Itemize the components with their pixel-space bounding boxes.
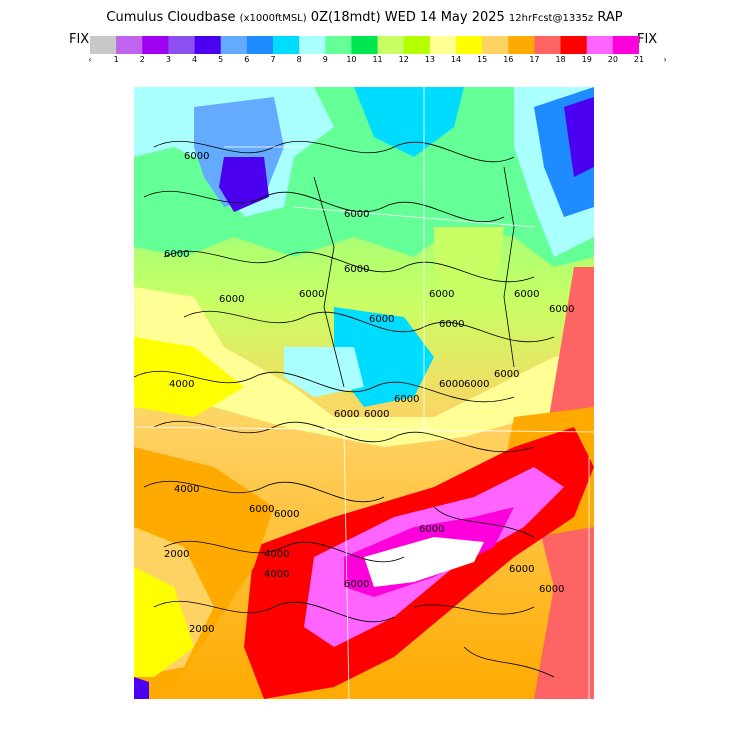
color-swatch <box>299 36 326 54</box>
contour-label: 6000 <box>249 504 274 515</box>
color-swatch <box>429 36 457 54</box>
state-borders <box>134 87 594 699</box>
color-swatch <box>508 36 535 54</box>
color-scale-tick: 13 <box>424 55 435 64</box>
contour-label: 6000 <box>184 151 209 162</box>
contour-label: 6000 <box>539 584 564 595</box>
region-yellow-band <box>134 287 594 447</box>
contour-label: 6000 <box>364 409 389 420</box>
color-scale-tick: 18 <box>555 55 566 64</box>
color-scale-tick: 11 <box>372 55 383 64</box>
contour-label: 6000 <box>344 579 369 590</box>
contour-label: 6000 <box>509 564 534 575</box>
contour-label: 6000 <box>344 209 369 220</box>
chart-title: Cumulus Cloudbase (x1000ftMSL) 0Z(18mdt)… <box>0 10 729 25</box>
color-swatch <box>90 36 117 54</box>
color-scale-tick: 7 <box>270 55 276 64</box>
region-white-core <box>364 537 484 587</box>
contour-label: 6000 <box>164 249 189 260</box>
contour-label: 6000 <box>369 314 394 325</box>
color-scale-tick: 5 <box>218 55 224 64</box>
color-scale-tick: 10 <box>346 55 357 64</box>
color-swatch <box>482 36 509 54</box>
contour-label: 2000 <box>164 549 189 560</box>
color-swatch <box>612 36 639 54</box>
region-indigo-sw <box>134 677 149 699</box>
contour-label: 6000 <box>494 369 519 380</box>
color-scale-tick: 16 <box>503 55 514 64</box>
color-scale-tick: 1 <box>113 55 119 64</box>
contour-label: 6000 <box>344 264 369 275</box>
title-time: 0Z(18mdt) WED 14 May 2025 <box>310 10 505 25</box>
region-yellow-sw <box>134 567 194 677</box>
contour-label: 4000 <box>169 379 194 390</box>
color-swatch <box>325 36 352 54</box>
contour-label: 6000 <box>419 524 444 535</box>
color-scale-tick: 15 <box>477 55 488 64</box>
color-scale-tick: 9 <box>322 55 328 64</box>
color-scale-tick: 20 <box>607 55 618 64</box>
contour-label: 6000 <box>274 509 299 520</box>
color-swatch <box>456 36 483 54</box>
color-scale-tick: 8 <box>296 55 302 64</box>
color-scale-tick: 19 <box>581 55 592 64</box>
fix-label-right: FIX <box>637 32 658 47</box>
region-indigo-ne <box>564 97 594 177</box>
color-scale-tick: 6 <box>244 55 250 64</box>
contour-label: 6000 <box>514 289 539 300</box>
contour-label: 6000 <box>334 409 359 420</box>
color-scale-ticks: ‹ 1 2 3 4 5 6 7 8 9 10 11 12 13 14 15 16 17 18 19 20 21 › <box>88 55 666 67</box>
contour-label: 4000 <box>264 569 289 580</box>
color-swatch <box>246 36 274 54</box>
color-scale-tick: 21 <box>633 55 645 64</box>
color-scale-bar <box>90 36 639 54</box>
region-yellow-w <box>134 337 244 417</box>
color-swatch <box>194 36 222 54</box>
title-model: RAP <box>597 10 623 25</box>
contour-label: 6000 <box>439 319 464 330</box>
color-swatch <box>560 36 588 54</box>
contour-label: 6000 <box>464 379 489 390</box>
color-scale-tick: 4 <box>192 55 198 64</box>
color-scale-tick: 2 <box>139 55 145 64</box>
contour-label: 6000 <box>439 379 464 390</box>
color-swatch <box>377 36 405 54</box>
region-lightcyan-center <box>284 347 364 397</box>
color-swatch <box>116 36 143 54</box>
color-scale-tick: › <box>663 55 667 64</box>
color-swatch <box>273 36 300 54</box>
region-cyan-n <box>354 87 464 157</box>
contour-lines <box>134 140 555 678</box>
title-forecast: 12hrFcst@1335z <box>508 13 594 24</box>
color-scale-tick: 12 <box>398 55 409 64</box>
title-units: (x1000ftMSL) <box>239 13 307 24</box>
color-swatch <box>586 36 614 54</box>
color-scale-tick: 14 <box>450 55 462 64</box>
color-swatch <box>142 36 169 54</box>
color-swatch <box>351 36 379 54</box>
fix-label-left: FIX <box>69 32 90 47</box>
contour-label: 6000 <box>549 304 574 315</box>
region-indigo-nw <box>219 157 269 212</box>
region-lime-center <box>434 227 504 307</box>
contour-label: 4000 <box>174 484 199 495</box>
color-scale-tick: 3 <box>165 55 171 64</box>
contour-label: 6000 <box>394 394 419 405</box>
contour-label: 4000 <box>264 549 289 560</box>
color-swatch <box>403 36 431 54</box>
contour-label: 6000 <box>429 289 454 300</box>
contour-label: 6000 <box>219 294 244 305</box>
color-scale-tick: ‹ <box>88 55 92 64</box>
contour-label: 2000 <box>189 624 214 635</box>
title-text: Cumulus Cloudbase <box>106 10 236 25</box>
color-swatch <box>534 36 562 54</box>
color-swatch <box>220 36 248 54</box>
contour-label: 6000 <box>299 289 324 300</box>
color-swatch <box>168 36 196 54</box>
color-scale-tick: 17 <box>529 55 540 64</box>
